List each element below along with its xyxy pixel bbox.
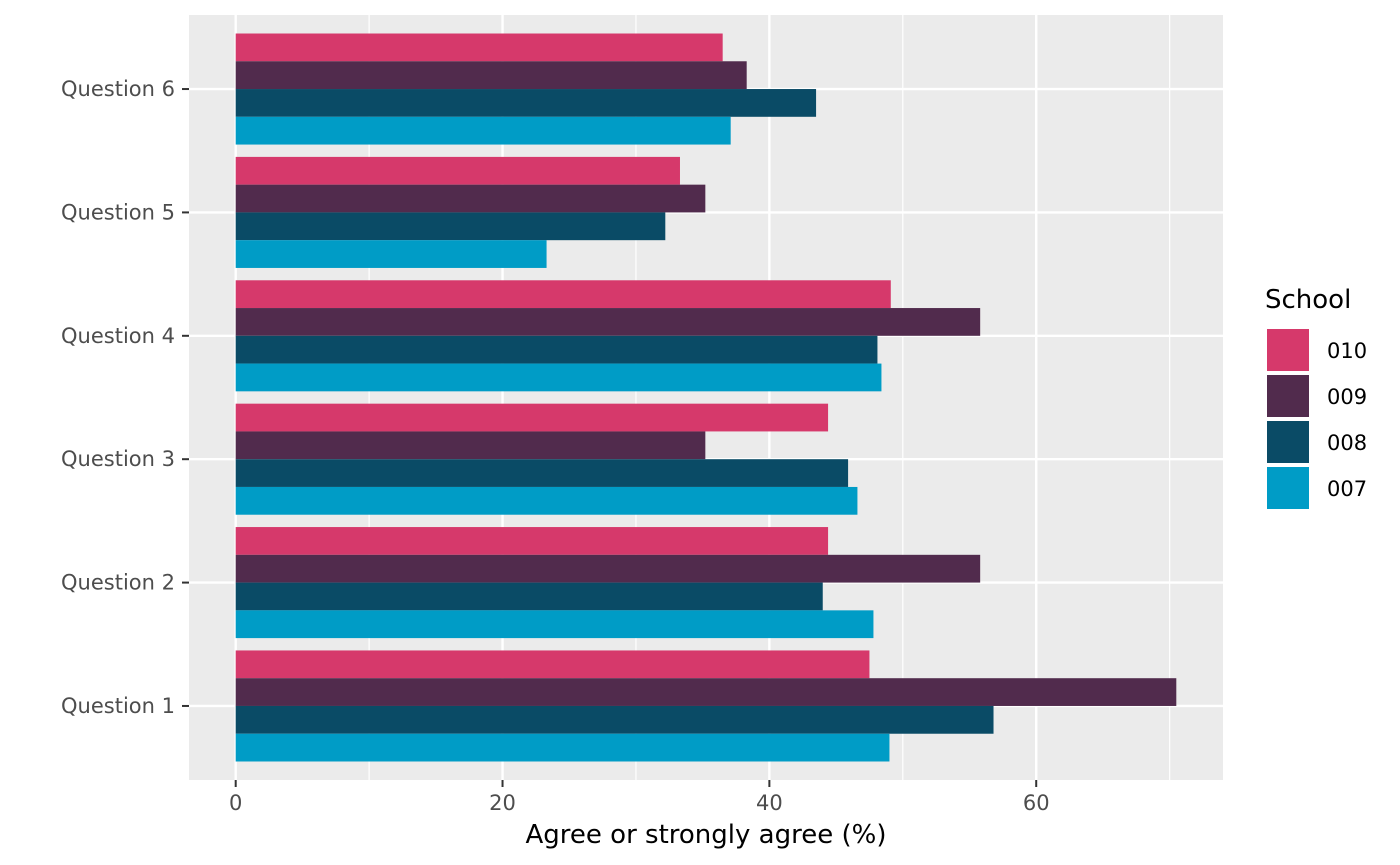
y-tick-label: Question 6 <box>61 77 175 101</box>
y-tick-label: Question 3 <box>61 447 175 471</box>
legend-swatch-008 <box>1265 419 1311 465</box>
bar-008-q1 <box>235 705 994 734</box>
bar-007-q3 <box>235 486 858 515</box>
bar-009-q4 <box>235 308 981 336</box>
bar-010-q5 <box>235 156 680 185</box>
bar-010-q3 <box>235 403 829 432</box>
legend-label-009: 009 <box>1327 385 1367 409</box>
bar-007-q4 <box>235 363 882 392</box>
bar-008-q2 <box>235 582 823 611</box>
y-tick-label: Question 2 <box>61 571 175 595</box>
bar-010-q1 <box>235 650 870 679</box>
bar-008-q6 <box>235 89 817 117</box>
legend-swatch-009 <box>1265 373 1311 419</box>
legend: School 010 009 008 007 <box>1265 285 1367 511</box>
x-tick-label: 20 <box>489 791 516 815</box>
bar-009-q5 <box>235 184 706 213</box>
bar-007-q6 <box>235 116 731 145</box>
y-tick-label: Question 1 <box>61 694 175 718</box>
legend-label-008: 008 <box>1327 431 1367 455</box>
legend-swatch-007 <box>1265 465 1311 511</box>
bar-009-q2 <box>235 554 981 583</box>
bar-008-q5 <box>235 212 666 241</box>
bars <box>235 33 1177 762</box>
bar-007-q1 <box>235 733 890 762</box>
bar-008-q3 <box>235 459 849 487</box>
y-tick-label: Question 5 <box>61 200 175 224</box>
bar-010-q6 <box>235 33 723 62</box>
bar-010-q4 <box>235 280 891 309</box>
legend-title: School <box>1265 285 1351 315</box>
legend-swatch-010 <box>1265 327 1311 373</box>
bar-009-q1 <box>235 678 1177 706</box>
bar-010-q2 <box>235 527 829 555</box>
x-tick-label: 60 <box>1023 791 1050 815</box>
bar-007-q2 <box>235 610 874 639</box>
x-axis-title: Agree or strongly agree (%) <box>526 820 887 850</box>
y-tick-label: Question 4 <box>61 324 175 348</box>
bar-009-q3 <box>235 431 706 460</box>
bar-008-q4 <box>235 335 878 364</box>
bar-007-q5 <box>235 240 547 268</box>
axes: 0 20 40 60 Question 1 Question 2 Question 3 Que… <box>61 77 1050 815</box>
x-tick-label: 0 <box>229 791 242 815</box>
bar-009-q6 <box>235 61 747 90</box>
legend-label-010: 010 <box>1327 339 1367 363</box>
x-tick-label: 40 <box>756 791 783 815</box>
legend-label-007: 007 <box>1327 477 1367 501</box>
